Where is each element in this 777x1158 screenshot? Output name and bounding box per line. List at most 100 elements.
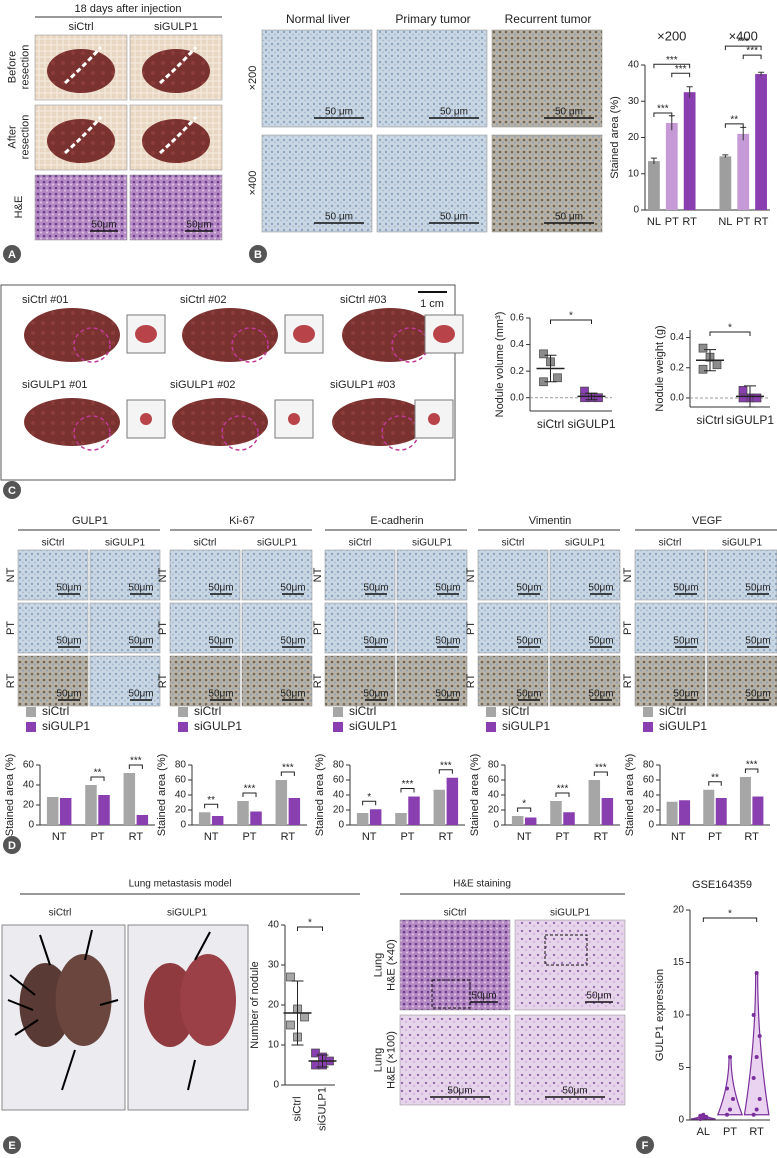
y-tick-label: 60 xyxy=(175,775,187,786)
significance-bracket xyxy=(744,768,759,773)
micrograph xyxy=(399,919,511,1011)
row-label: PT xyxy=(465,621,477,635)
row-label: Lung xyxy=(372,953,384,977)
y-axis-label: Number of nodule xyxy=(249,961,261,1048)
nodule-photo xyxy=(433,325,455,343)
micrograph xyxy=(376,29,488,128)
significance-label: * xyxy=(367,792,371,803)
bar xyxy=(719,156,732,210)
bar xyxy=(59,798,72,825)
data-point xyxy=(701,1115,706,1120)
row-label: PT xyxy=(5,621,17,635)
column-label: siGULP1 xyxy=(565,538,605,549)
liver-photo xyxy=(47,119,115,163)
liver-photo xyxy=(142,49,210,93)
significance-bracket xyxy=(550,319,592,324)
sd-bar xyxy=(744,385,756,408)
micrograph xyxy=(89,602,161,654)
data-point xyxy=(738,386,748,395)
bar xyxy=(136,815,149,825)
data-point xyxy=(698,1113,703,1118)
y-tick-label: 60 xyxy=(333,775,345,786)
micrograph xyxy=(491,134,603,233)
micrograph xyxy=(399,1014,511,1106)
y-tick-label: 0.4 xyxy=(670,332,684,343)
y-tick-label: 80 xyxy=(488,760,500,771)
bar xyxy=(601,798,614,825)
y-tick-label: 60 xyxy=(23,760,35,771)
micrograph xyxy=(634,655,706,707)
resection-line xyxy=(63,46,103,85)
liver-photo xyxy=(172,398,268,446)
y-tick-label: 80 xyxy=(175,760,187,771)
legend-label: siCtrl xyxy=(502,704,529,718)
data-point xyxy=(594,393,603,403)
scale-label: 50μm xyxy=(588,583,613,594)
x-tick-label: PT xyxy=(665,216,679,228)
significance-bracket xyxy=(90,776,105,781)
legend-swatch xyxy=(26,707,36,717)
data-point xyxy=(751,1112,756,1117)
data-point xyxy=(712,360,722,370)
micrograph xyxy=(376,134,488,233)
x-tick-label: NT xyxy=(671,831,686,843)
significance-label: *** xyxy=(402,779,414,790)
data-point xyxy=(539,349,548,359)
y-tick-label: 10 xyxy=(268,1040,280,1051)
bar xyxy=(683,92,696,210)
y-tick-label: 20 xyxy=(268,1000,280,1011)
scale-label: 50 μm xyxy=(440,212,468,223)
micrograph xyxy=(17,655,89,707)
scale-label: 50μm xyxy=(208,583,233,594)
significance-bracket xyxy=(724,45,762,51)
data-point xyxy=(754,971,759,975)
scale-label: 50μm xyxy=(91,220,116,231)
legend-swatch xyxy=(26,722,36,732)
y-tick-label: 0.0 xyxy=(670,393,684,404)
arrow xyxy=(84,929,93,961)
data-point xyxy=(286,972,295,982)
legend-label: siGULP1 xyxy=(349,719,397,733)
panel-badge xyxy=(636,1136,654,1154)
y-axis-label: GULP1 expression xyxy=(654,969,666,1061)
panel-letter: D xyxy=(8,840,16,852)
arrow xyxy=(7,999,34,1011)
data-point xyxy=(698,343,708,353)
group-label: siGULP1 xyxy=(550,908,590,919)
scale-label: 50 μm xyxy=(555,107,583,118)
bar xyxy=(588,780,601,825)
scale-label: 50 μm xyxy=(440,107,468,118)
y-axis-label: Nodule volume (mm³) xyxy=(494,312,506,418)
nodule-circle xyxy=(73,415,111,451)
legend-label: siCtrl xyxy=(659,704,686,718)
chart-title: GSE164359 xyxy=(692,879,752,891)
y-tick-label: 20 xyxy=(333,805,345,816)
arrow xyxy=(39,934,51,966)
legend-swatch xyxy=(486,722,496,732)
scale-label: 50μm xyxy=(516,583,541,594)
x-tick-label: RT xyxy=(129,831,144,843)
arrow xyxy=(14,1019,39,1036)
row-label: RT xyxy=(157,673,169,688)
scale-label: 50μm xyxy=(56,636,81,647)
sample-label: siGULP1 #03 xyxy=(330,379,395,391)
sample-label: siCtrl #01 xyxy=(22,294,68,306)
scale-label: 50μm xyxy=(435,636,460,647)
bar xyxy=(369,809,382,825)
bar xyxy=(123,773,136,825)
y-tick-label: 60 xyxy=(488,775,500,786)
significance-label: *** xyxy=(130,756,142,767)
arrow xyxy=(194,931,211,961)
x-tick-label: PT xyxy=(400,831,414,843)
column-label: siCtrl xyxy=(349,538,372,549)
row-label: After xyxy=(6,125,18,149)
data-point xyxy=(757,1097,762,1101)
scale-label: 50μm xyxy=(516,689,541,700)
y-tick-label: 0.4 xyxy=(510,339,524,350)
significance-label: *** xyxy=(244,784,256,795)
data-point xyxy=(704,1114,709,1119)
bar xyxy=(237,801,249,825)
significance-bracket xyxy=(702,917,758,922)
bar xyxy=(563,812,575,825)
y-tick-label: 0 xyxy=(273,1080,279,1091)
